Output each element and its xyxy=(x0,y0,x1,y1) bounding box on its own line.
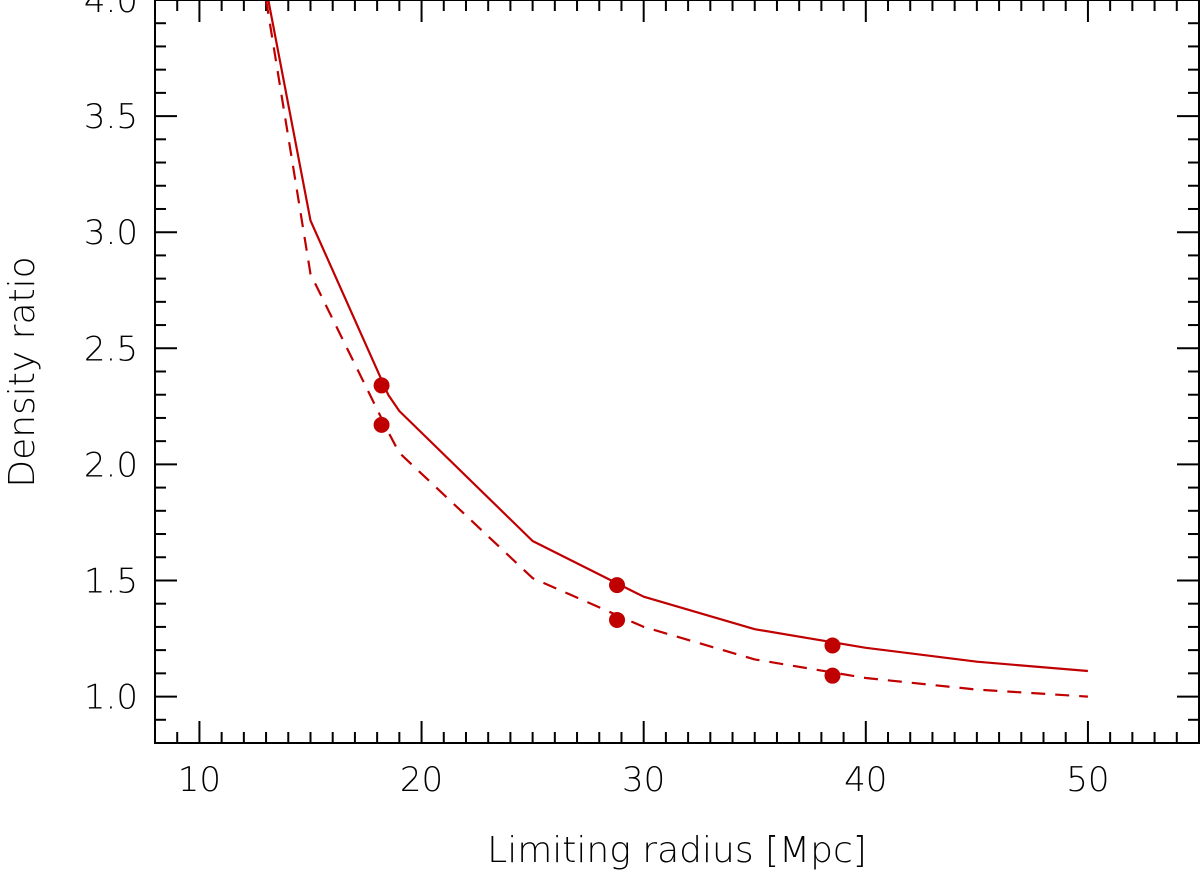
x-tick-label: 30 xyxy=(622,760,665,800)
y-tick-label: 2.0 xyxy=(84,445,138,485)
y-tick-label: 4.0 xyxy=(84,0,138,21)
y-tick-label: 2.5 xyxy=(84,329,138,369)
y-tick-label: 3.5 xyxy=(84,97,138,137)
dashed-series-line xyxy=(265,0,1088,698)
x-tick-label: 50 xyxy=(1066,760,1109,800)
data-point xyxy=(824,667,841,684)
x-tick-label: 40 xyxy=(844,760,887,800)
data-point xyxy=(609,611,626,628)
x-tick-label: 10 xyxy=(178,760,221,800)
data-point xyxy=(373,416,390,433)
solid-series-line xyxy=(267,0,1088,673)
x-tick-label: 20 xyxy=(400,760,443,800)
y-tick-label: 1.0 xyxy=(84,678,138,718)
y-tick-label: 1.5 xyxy=(84,561,138,601)
plot-frame xyxy=(154,0,1200,744)
y-tick-label: 3.0 xyxy=(84,213,138,253)
data-point xyxy=(373,377,390,394)
data-point xyxy=(609,577,626,594)
y-axis-label: Density ratio xyxy=(2,256,43,487)
data-point xyxy=(824,637,841,654)
x-axis-label: Limiting radius [Mpc] xyxy=(487,830,867,871)
